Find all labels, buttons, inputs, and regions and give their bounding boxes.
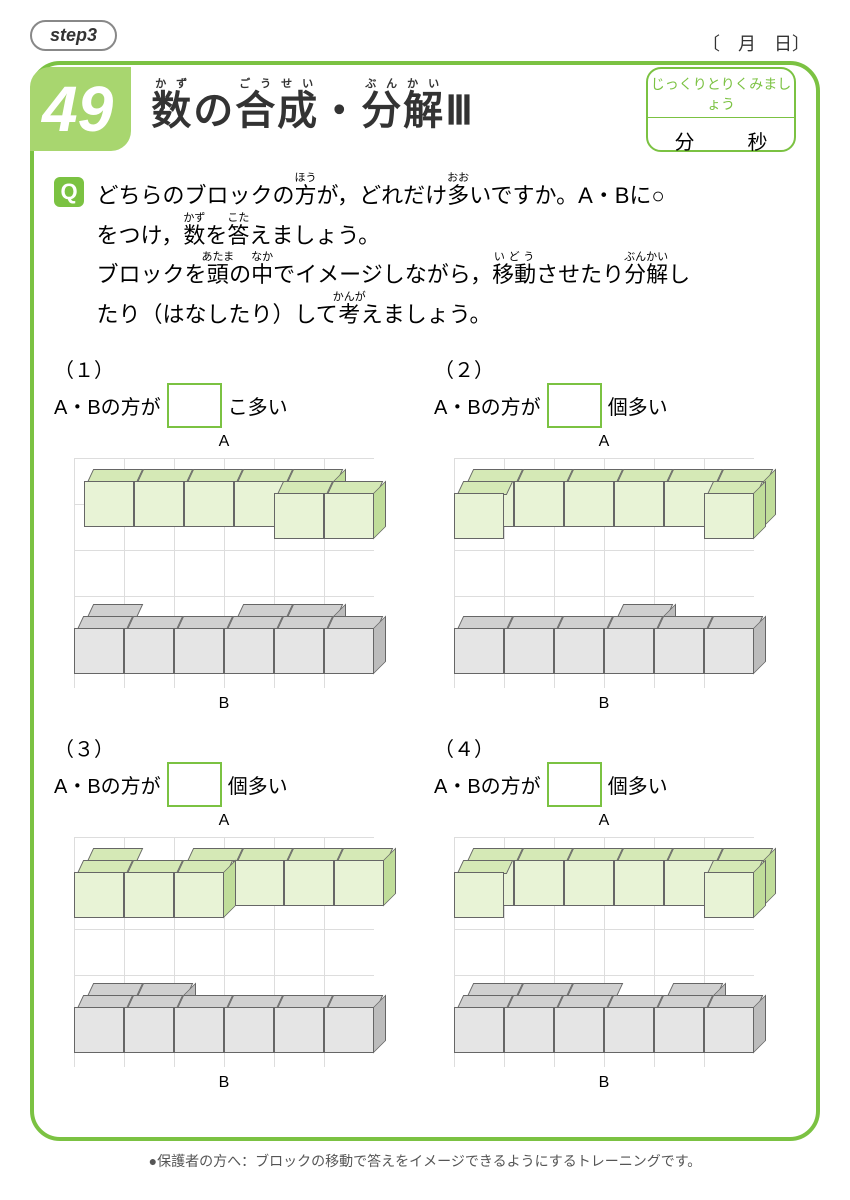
problem-2: （２）A・Bの方が個多いAB [434,354,784,713]
block-cube [124,1007,174,1053]
block-cube [514,481,564,527]
block-cube [174,872,224,918]
label-a: A [54,812,394,830]
block-cube [554,1007,604,1053]
block-cube [324,1007,374,1053]
block-cube [184,481,234,527]
block-cube [324,493,374,539]
block-cube [174,1007,224,1053]
q-icon: Q [54,177,84,207]
block-cube [274,1007,324,1053]
block-cube [174,628,224,674]
block-cube [284,860,334,906]
block-cube [274,493,324,539]
block-cube [504,628,554,674]
block-cube [124,628,174,674]
problem-header: （３） [54,733,404,762]
problem-4: （４）A・Bの方が個多いAB [434,733,784,1092]
block-cube [654,1007,704,1053]
answer-line: A・Bの方が個多い [54,762,404,807]
block-cube [334,860,384,906]
block-cube [74,872,124,918]
block-cube [704,493,754,539]
block-cube [84,481,134,527]
block-cube [564,481,614,527]
block-cube [704,1007,754,1053]
block-cube [224,628,274,674]
answer-box[interactable] [167,383,222,428]
block-cube [604,628,654,674]
page-title: 数かずの合成ごうせい・分解ぶんかいⅢ [151,78,646,136]
label-a: A [434,433,774,451]
time-hint: じっくりとりくみましょう [648,69,794,118]
block-cube [454,628,504,674]
block-cube [514,860,564,906]
answer-box[interactable] [547,762,602,807]
question-text: どちらのブロックの方ほうが，どれだけ多おおいですか。A・Bに○ をつけ，数かずを… [88,172,768,334]
block-cube [324,628,374,674]
label-b: B [54,1074,394,1092]
block-cube [224,1007,274,1053]
problem-header: （４） [434,733,784,762]
label-b: B [434,695,774,713]
block-cube [74,628,124,674]
block-cube [234,860,284,906]
step-badge: step3 [30,20,117,51]
problem-1: （１）A・Bの方がこ多いAB [54,354,404,713]
problem-header: （１） [54,354,404,383]
block-cube [134,481,184,527]
problem-header: （２） [434,354,784,383]
main-container: 49 数かずの合成ごうせい・分解ぶんかいⅢ じっくりとりくみましょう 分 秒 Q… [30,61,820,1141]
problems-grid: （１）A・Bの方がこ多いAB（２）A・Bの方が個多いAB（３）A・Bの方が個多い… [54,354,796,1092]
block-diagram: AB [54,433,394,713]
problem-3: （３）A・Bの方が個多いAB [54,733,404,1092]
answer-line: A・Bの方が個多い [434,762,784,807]
label-b: B [54,695,394,713]
block-diagram: AB [434,812,774,1092]
answer-line: A・Bの方が個多い [434,383,784,428]
label-a: A [54,433,394,451]
block-cube [74,1007,124,1053]
answer-box[interactable] [167,762,222,807]
page-number: 49 [30,67,131,151]
block-cube [454,493,504,539]
block-cube [274,628,324,674]
block-cube [504,1007,554,1053]
block-cube [564,860,614,906]
answer-box[interactable] [547,383,602,428]
footer-note: ●保護者の方へ：ブロックの移動で答えをイメージできるようにするトレーニングです。 [30,1151,820,1171]
block-cube [604,1007,654,1053]
block-cube [454,872,504,918]
date-row: 〔 月 日〕 [702,30,810,56]
block-cube [614,481,664,527]
block-cube [614,860,664,906]
block-cube [554,628,604,674]
block-cube [454,1007,504,1053]
block-cube [704,628,754,674]
label-a: A [434,812,774,830]
block-diagram: AB [434,433,774,713]
block-cube [124,872,174,918]
time-box: じっくりとりくみましょう 分 秒 [646,67,796,152]
block-cube [654,628,704,674]
block-cube [704,872,754,918]
label-b: B [434,1074,774,1092]
answer-line: A・Bの方がこ多い [54,383,404,428]
block-diagram: AB [54,812,394,1092]
